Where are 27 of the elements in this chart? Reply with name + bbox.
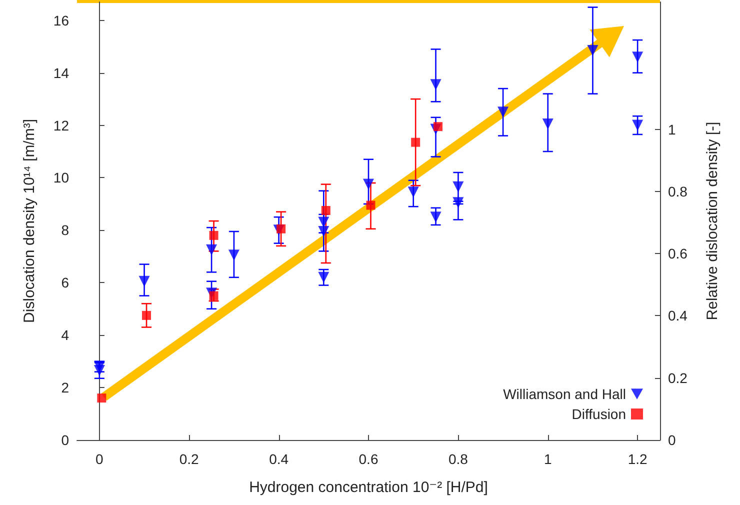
- y-tick-label: 6: [61, 274, 70, 291]
- y-tick-label: 2: [61, 380, 70, 396]
- y2-tick-label: 0.4: [668, 308, 688, 324]
- y-tick-label: 16: [53, 12, 70, 28]
- x-tick-label: 0.2: [179, 451, 200, 467]
- x-axis-title: Hydrogen concentration 10⁻² [H/Pd]: [249, 479, 488, 496]
- y2-tick-label: 0: [668, 432, 676, 448]
- y2-tick-label: 1: [668, 121, 676, 138]
- y2-tick-label: 0.6: [668, 246, 688, 262]
- y2-tick-label: 0.8: [668, 183, 688, 200]
- y-tick-label: 8: [61, 222, 70, 238]
- y2-axis-title: Relative dislocation density [-]: [704, 122, 721, 320]
- y-axis-title: Dislocation density 10¹⁴ [m/m³]: [21, 118, 38, 324]
- y-tick-label: 4: [61, 327, 70, 344]
- y2-tick-label: 0.2: [668, 370, 688, 386]
- y-tick-label: 10: [53, 170, 70, 186]
- x-tick-label: 0.6: [358, 451, 378, 467]
- y-tick-label: 12: [53, 117, 70, 134]
- x-tick-label: 1.2: [628, 451, 648, 467]
- y-tick-label: 0: [61, 432, 70, 448]
- x-tick-label: 1: [544, 451, 552, 467]
- x-tick-label: 0: [96, 451, 104, 467]
- y-tick-label: 14: [53, 64, 70, 81]
- legend-label: Williamson and Hall: [503, 386, 626, 402]
- x-tick-label: 0.8: [448, 451, 468, 467]
- x-tick-label: 0.4: [269, 451, 289, 467]
- legend-label: Diffusion: [572, 406, 626, 422]
